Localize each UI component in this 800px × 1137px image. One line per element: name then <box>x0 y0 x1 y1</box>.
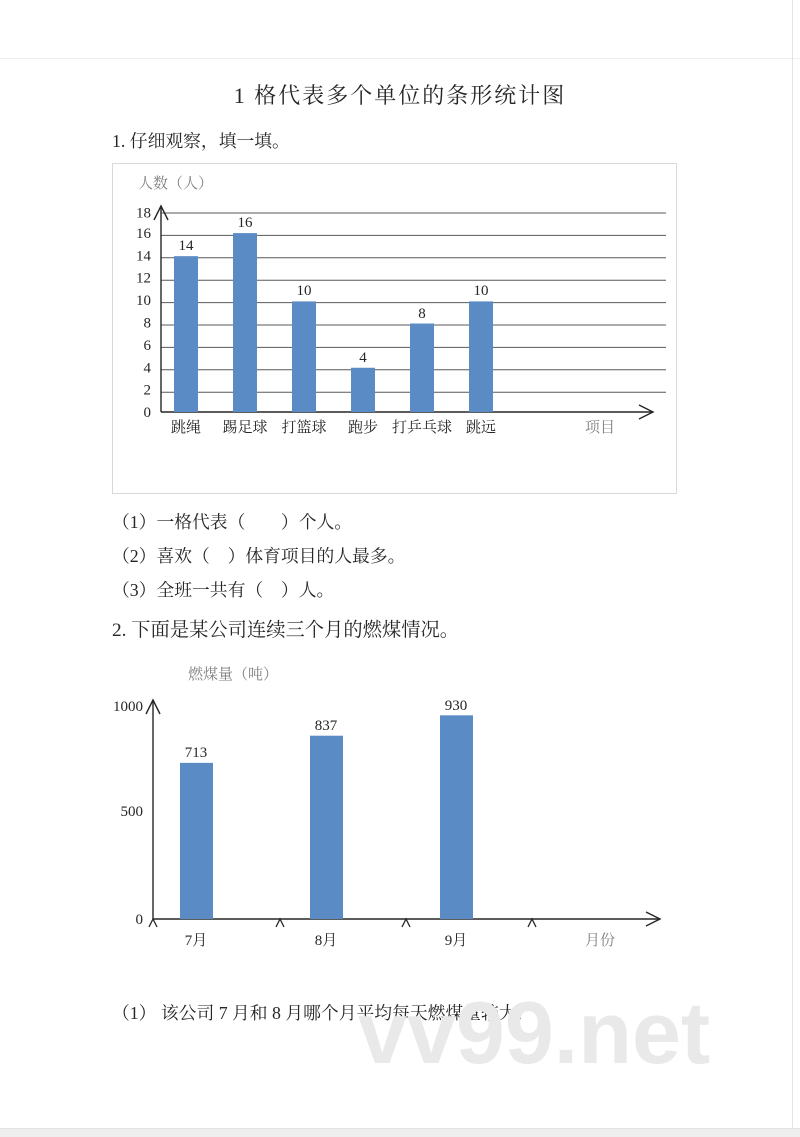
svg-text:713: 713 <box>185 745 208 761</box>
svg-text:10: 10 <box>474 283 489 299</box>
svg-text:18: 18 <box>136 206 151 222</box>
svg-text:500: 500 <box>121 804 144 820</box>
svg-text:项目: 项目 <box>585 419 615 436</box>
svg-text:踢足球: 踢足球 <box>222 419 267 436</box>
svg-text:打篮球: 打篮球 <box>281 419 326 436</box>
svg-text:燃煤量（吨）: 燃煤量（吨） <box>188 665 278 683</box>
svg-text:跳远: 跳远 <box>466 419 496 436</box>
svg-text:跑步: 跑步 <box>348 419 378 436</box>
svg-text:打乒乓球: 打乒乓球 <box>392 419 452 436</box>
svg-text:月份: 月份 <box>585 932 615 949</box>
svg-text:14: 14 <box>179 238 195 254</box>
svg-text:10: 10 <box>297 283 312 299</box>
svg-text:16: 16 <box>136 226 152 242</box>
svg-text:1000: 1000 <box>113 699 143 715</box>
svg-text:跳绳: 跳绳 <box>171 419 201 436</box>
svg-text:4: 4 <box>359 350 367 366</box>
svg-text:7月: 7月 <box>185 932 208 949</box>
svg-text:8月: 8月 <box>315 932 338 949</box>
svg-text:837: 837 <box>315 718 338 734</box>
svg-text:12: 12 <box>136 271 151 287</box>
svg-text:8: 8 <box>418 306 426 322</box>
svg-text:930: 930 <box>445 698 468 714</box>
svg-text:8: 8 <box>144 316 152 332</box>
svg-text:人数（人）: 人数（人） <box>138 175 213 192</box>
svg-text:16: 16 <box>238 215 254 231</box>
svg-text:10: 10 <box>136 293 151 309</box>
svg-text:6: 6 <box>144 338 152 354</box>
svg-text:0: 0 <box>144 405 152 421</box>
svg-text:0: 0 <box>136 912 144 928</box>
svg-text:9月: 9月 <box>445 932 468 949</box>
svg-text:4: 4 <box>144 360 152 376</box>
svg-text:14: 14 <box>136 248 152 264</box>
svg-text:2: 2 <box>144 383 152 399</box>
